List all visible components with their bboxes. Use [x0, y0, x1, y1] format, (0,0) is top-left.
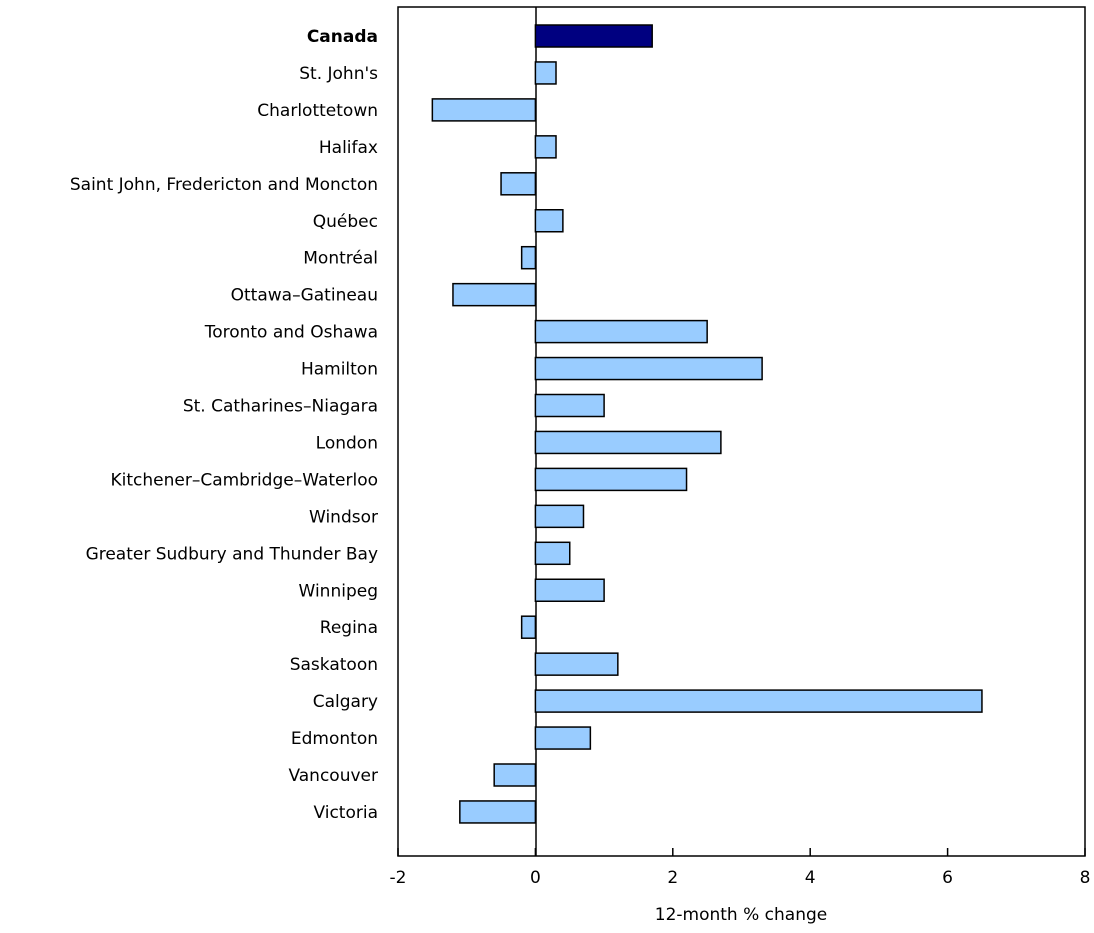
category-label: Québec	[313, 212, 378, 232]
bar	[534, 135, 557, 159]
category-label: Winnipeg	[299, 581, 378, 601]
category-label: Canada	[307, 27, 378, 47]
category-label: Ottawa–Gatineau	[231, 286, 378, 306]
category-label: Vancouver	[288, 766, 378, 786]
category-label: Edmonton	[291, 729, 378, 749]
category-label: Calgary	[313, 692, 378, 712]
bar	[520, 245, 537, 270]
bar	[534, 652, 619, 676]
category-label: Windsor	[309, 507, 378, 527]
category-label: Victoria	[313, 803, 378, 823]
x-tick-label: 6	[942, 868, 953, 888]
bar	[534, 578, 605, 602]
category-label: Saskatoon	[290, 655, 378, 675]
category-label: Kitchener–Cambridge–Waterloo	[110, 470, 378, 490]
bar	[493, 763, 537, 787]
x-axis-title: 12-month % change	[655, 905, 827, 925]
bar	[452, 282, 537, 307]
category-label: Regina	[320, 618, 378, 638]
category-label: Montréal	[303, 249, 378, 269]
bar	[520, 615, 537, 639]
bar	[534, 61, 557, 85]
category-label: Hamilton	[301, 360, 378, 380]
category-label: Halifax	[319, 138, 378, 158]
category-label: St. Catharines–Niagara	[183, 397, 378, 417]
category-label: Charlottetown	[257, 101, 378, 121]
bar	[534, 393, 605, 418]
bar	[534, 541, 571, 566]
bar	[534, 24, 653, 48]
bar	[500, 172, 537, 196]
bar	[534, 467, 688, 492]
x-tick-label: 2	[667, 868, 678, 888]
bar	[534, 504, 585, 529]
category-label: Greater Sudbury and Thunder Bay	[86, 544, 378, 564]
x-axis-ticks: -2 0 2 4 6 8	[390, 848, 1091, 888]
bar	[534, 726, 592, 750]
category-label: London	[316, 433, 378, 453]
x-tick-label: -2	[390, 868, 407, 888]
bar	[534, 356, 763, 381]
category-labels: Canada St. John's Charlottetown Halifax Sain…	[70, 27, 378, 823]
x-tick-label: 4	[805, 868, 816, 888]
category-label: Saint John, Fredericton and Moncton	[70, 175, 378, 195]
bar	[534, 430, 722, 455]
x-tick-label: 0	[530, 868, 541, 888]
bar	[534, 319, 708, 344]
bar	[431, 98, 537, 122]
bar	[459, 800, 537, 824]
category-label: Toronto and Oshawa	[204, 323, 378, 343]
bars	[431, 24, 983, 824]
category-label: St. John's	[299, 64, 378, 84]
x-tick-label: 8	[1080, 868, 1091, 888]
plot-frame	[397, 6, 1086, 857]
bar	[534, 209, 564, 233]
bar	[534, 689, 983, 713]
